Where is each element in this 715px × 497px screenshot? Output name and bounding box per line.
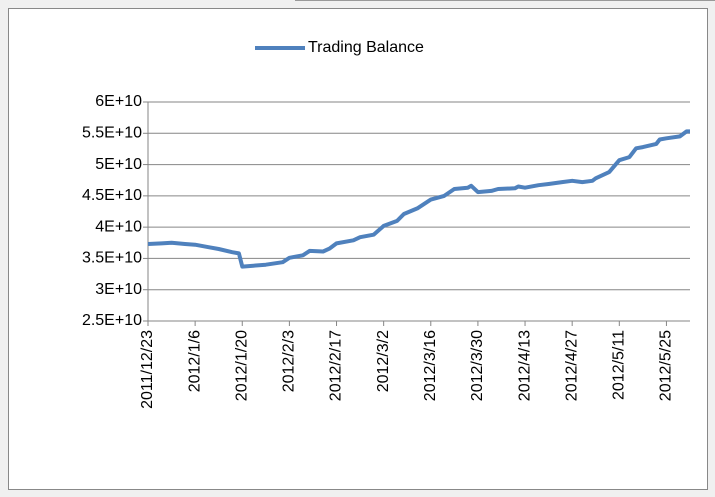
y-tick-label: 3.5E+10 — [82, 250, 142, 267]
x-tick-label: 2012/2/17 — [328, 330, 345, 401]
x-tick-label: 2012/3/30 — [469, 330, 486, 401]
chart-area — [8, 8, 708, 490]
x-tick-label: 2011/12/23 — [139, 330, 156, 409]
y-tick-label: 3E+10 — [95, 281, 142, 298]
y-tick-label: 5E+10 — [95, 156, 142, 173]
x-tick-label: 2012/3/16 — [422, 330, 439, 401]
x-tick-label: 2012/1/20 — [233, 330, 250, 401]
data-line — [147, 129, 690, 269]
x-tick-label: 2012/4/27 — [563, 330, 580, 401]
x-tick-label: 2012/4/13 — [516, 330, 533, 401]
x-tick-label: 2012/1/6 — [186, 330, 203, 392]
legend-label: Trading Balance — [308, 39, 424, 56]
y-tick-label: 4E+10 — [95, 218, 142, 235]
x-tick-label: 2012/5/25 — [658, 330, 675, 401]
x-tick-label: 2012/3/2 — [375, 330, 392, 392]
y-tick-label: 4.5E+10 — [82, 187, 142, 204]
y-tick-label: 2.5E+10 — [82, 312, 142, 329]
y-tick-label: 6E+10 — [95, 93, 142, 110]
x-tick-label: 2012/2/3 — [281, 330, 298, 392]
x-tick-label: 2012/5/11 — [611, 330, 628, 400]
y-tick-label: 5.5E+10 — [82, 125, 142, 142]
